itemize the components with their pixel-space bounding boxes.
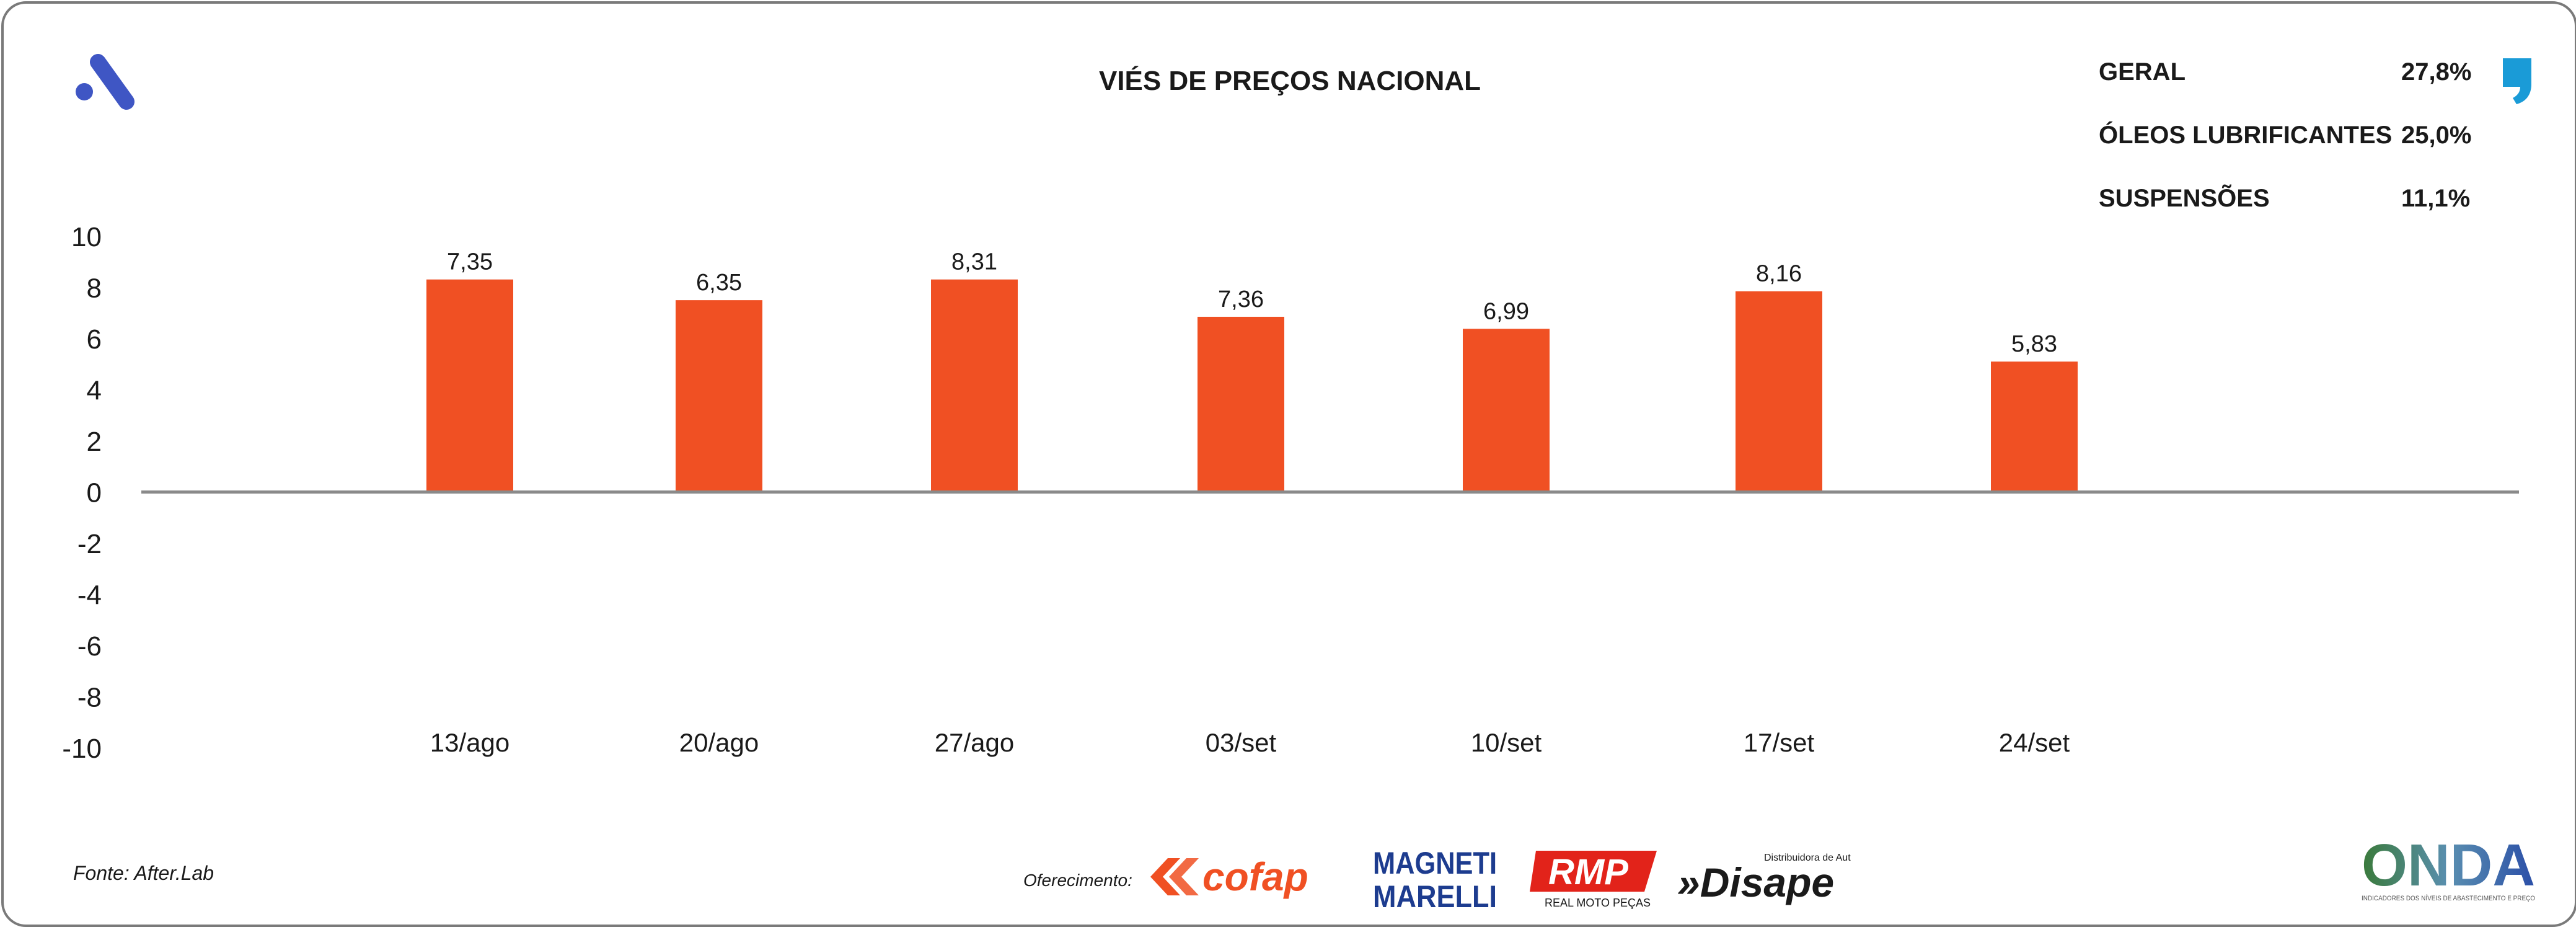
y-tick-label: -8 (77, 683, 102, 713)
y-tick-label: 4 (87, 376, 102, 406)
bar-data-label: 6,99 (1483, 298, 1529, 324)
magneti-marelli-logo: MAGNETI MARELLI (1370, 844, 1501, 915)
stat-row-suspensoes: SUSPENSÕES 11,1% (2099, 185, 2502, 222)
y-tick-label: 0 (87, 478, 102, 508)
svg-text:MARELLI: MARELLI (1373, 879, 1497, 912)
x-tick-label: 17/set (1744, 728, 1815, 757)
bar (931, 279, 1018, 492)
y-tick-label: 10 (71, 222, 102, 252)
y-tick-label: -10 (62, 734, 102, 764)
bar-data-label: 8,16 (1756, 261, 1802, 287)
stat-value: 27,8% (2401, 58, 2472, 86)
bar (676, 300, 762, 492)
bar (1198, 316, 1284, 492)
rmp-text: RMP (1548, 852, 1628, 892)
cofap-text: cofap (1202, 854, 1308, 899)
stat-label: SUSPENSÕES (2099, 185, 2270, 212)
source-note: Fonte: After.Lab (73, 862, 214, 884)
x-tick-label: 27/ago (935, 728, 1014, 757)
sponsor-label: Oferecimento: (1023, 871, 1132, 890)
cofap-logo: cofap (1150, 852, 1349, 905)
app-logo-icon (76, 54, 135, 110)
onda-text: ONDA (2362, 835, 2535, 898)
bar-data-label: 7,36 (1218, 286, 1264, 313)
stat-value: 11,1% (2401, 185, 2471, 212)
x-tick-label: 03/set (1206, 728, 1277, 757)
y-tick-label: -6 (77, 631, 102, 662)
x-tick-label: 24/set (1999, 728, 2070, 757)
bar-chart: 10 8 6 4 2 0 -2 -4 -6 -8 -10 7,35 6,35 8,31 7,36 6,99 8,… (62, 222, 2519, 764)
bar (1736, 291, 1822, 492)
bar-data-label: 6,35 (696, 270, 742, 296)
quote-icon (2503, 58, 2531, 104)
bar-data-label: 5,83 (2011, 331, 2057, 357)
bar (1991, 361, 2078, 492)
x-tick-label: 13/ago (430, 728, 509, 757)
x-tick-label: 20/ago (679, 728, 759, 757)
onda-logo: ONDA INDICADORES DOS NÍVEIS DE ABASTECIM… (2359, 832, 2539, 909)
x-tick-label: 10/set (1471, 728, 1542, 757)
y-tick-label: 8 (87, 273, 102, 304)
bar-data-label: 7,35 (447, 249, 493, 275)
bar (1463, 329, 1550, 492)
stat-row-oleos: ÓLEOS LUBRIFICANTES 25,0% (2099, 122, 2502, 159)
y-tick-label: 2 (87, 427, 102, 457)
rmp-logo: RMP REAL MOTO PEÇAS (1530, 848, 1660, 913)
bar (426, 279, 513, 492)
stat-value: 25,0% (2401, 122, 2472, 149)
bar-data-label: 8,31 (951, 249, 997, 275)
stat-row-geral: GERAL 27,8% (2099, 58, 2502, 95)
stat-label: ÓLEOS LUBRIFICANTES (2099, 122, 2393, 149)
y-tick-label: -2 (77, 529, 102, 559)
stat-label: GERAL (2099, 58, 2186, 86)
disape-logo: Distribuidora de Autopeças »Disape (1677, 847, 1882, 912)
y-tick-label: 6 (87, 324, 102, 355)
onda-tagline: INDICADORES DOS NÍVEIS DE ABASTECIMENTO … (2362, 894, 2535, 902)
rmp-subtitle: REAL MOTO PEÇAS (1545, 897, 1651, 909)
y-tick-label: -4 (77, 580, 102, 611)
svg-text:MAGNETI: MAGNETI (1373, 846, 1497, 880)
disape-text: »Disape (1677, 859, 1834, 905)
chart-title: VIÉS DE PREÇOS NACIONAL (1098, 66, 1481, 96)
